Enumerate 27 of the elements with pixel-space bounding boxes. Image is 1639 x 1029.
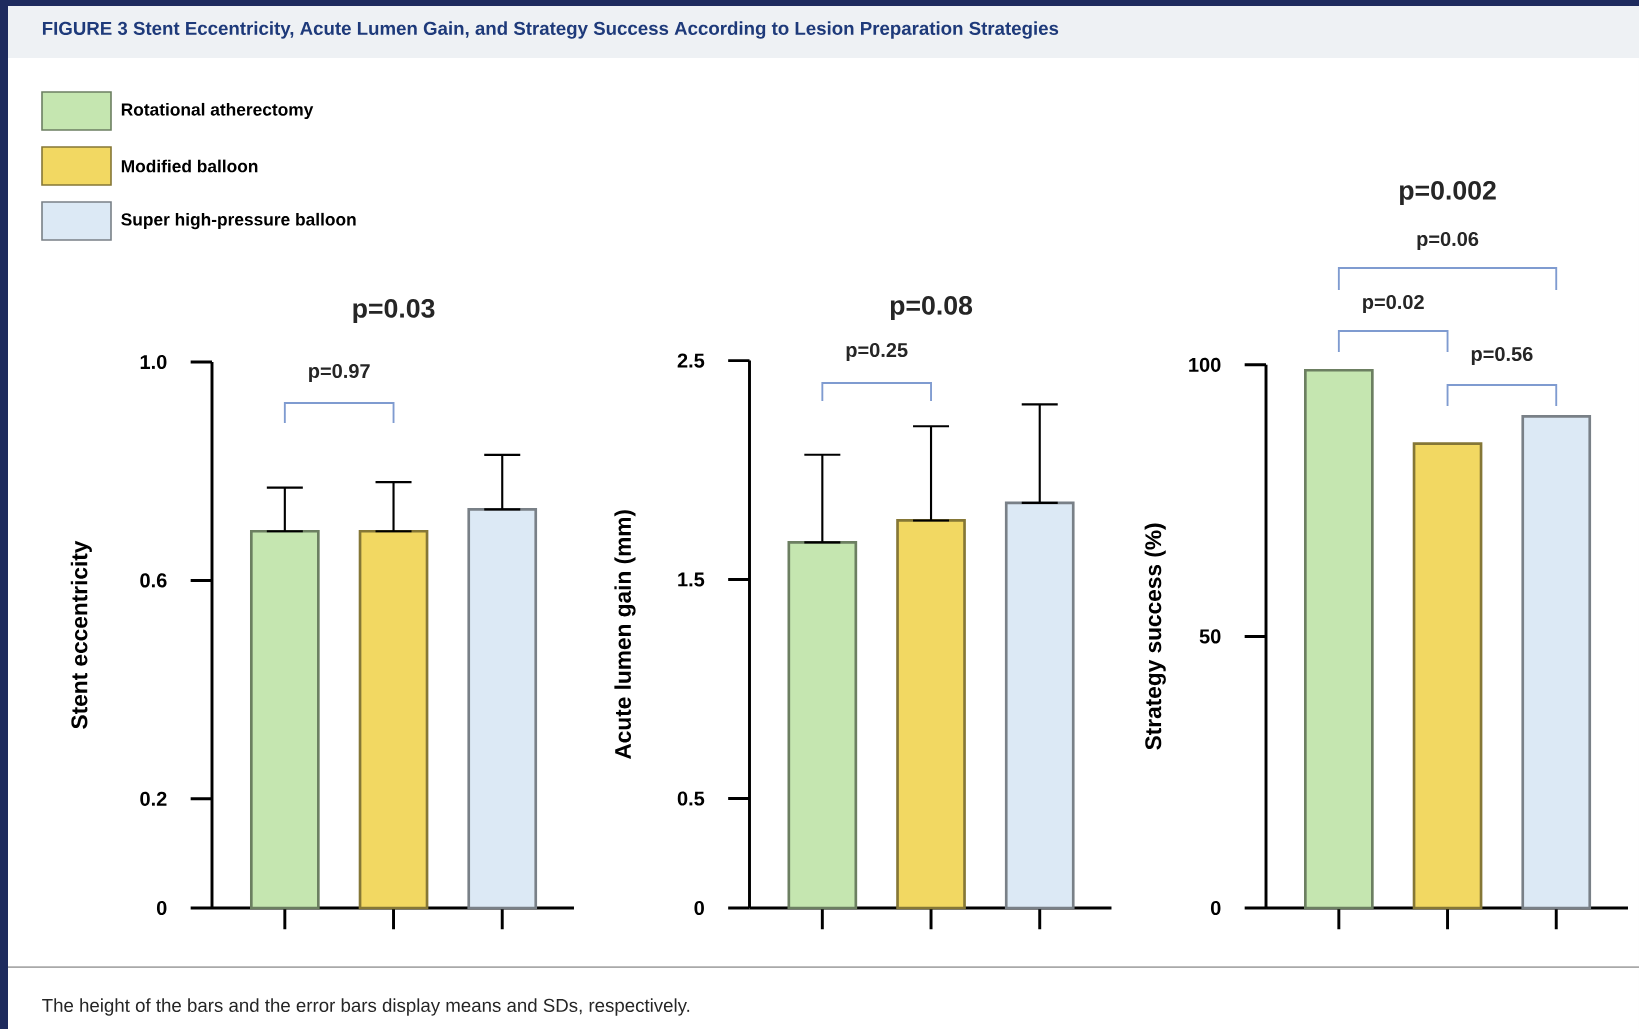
text: p=0.02 [1363,294,1424,314]
text: p=0.03 [353,298,435,324]
y-tick-label: 0 [156,900,167,916]
y-axis-title: Strategy success (%) [1144,523,1166,750]
text: The height of the bars and the error bars display means and SDs, respectively. [42,998,690,1016]
text: p=0.08 [890,295,973,321]
annotation: p=0.97 [309,363,370,383]
y-tick-label: 0 [1210,900,1221,916]
annotation: p=0.56 [1471,346,1533,366]
y-tick-label: 0.2 [140,791,167,806]
annotation: p=0.25 [846,342,908,362]
y-axis-title: Acute lumen gain (mm) [614,510,636,760]
legend-label: Super high-pressure balloon [121,212,356,230]
y-tick-label: 50 [1199,629,1221,644]
y-axis-title: Stent eccentricity [70,540,92,729]
text: p=0.06 [1417,231,1479,251]
y-tick-label: 2.5 [677,353,705,368]
chart-title: FIGURE 3 Stent Eccentricity, Acute Lumen Gain, and Strategy Success According to Lesion Preparation Strategies [42,21,1059,39]
y-tick-label: 100 [1189,357,1221,372]
legend-label: Rotational atherectomy [121,102,314,120]
y-tick-label: 1.0 [140,354,167,370]
y-tick-label: 1.5 [678,572,705,587]
y-tick-label: 0.5 [677,791,705,806]
y-tick-label: 0.6 [140,573,167,588]
legend-label: Modified balloon [121,159,258,173]
y-tick-label: 0 [694,900,704,916]
text: p=0.002 [1400,180,1496,206]
